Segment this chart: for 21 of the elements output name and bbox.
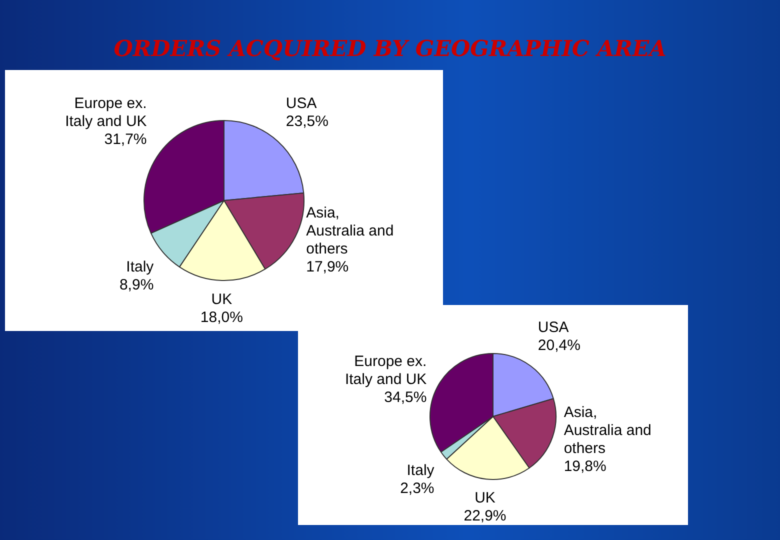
slice-label: Asia, Australia and others (306, 204, 394, 258)
data-label: 2,3% (400, 480, 434, 497)
slice-label: USA (538, 319, 569, 336)
slice-label: Asia, Australia and others (564, 404, 652, 457)
slice-label: UK (474, 490, 496, 507)
slice-label: Europe ex. Italy and UK (65, 95, 147, 130)
data-label: 19,8% (564, 458, 606, 475)
slice-label: Italy (126, 258, 154, 276)
data-label: 34,5% (384, 389, 427, 406)
slice-label: Italy (406, 462, 435, 479)
chart-title: ORDERS ACQUIRED BY GEOGRAPHIC AREA (112, 36, 668, 62)
slice-label: USA (286, 95, 317, 112)
data-label: 23,5% (286, 113, 328, 130)
data-label: 20,4% (538, 337, 580, 354)
data-label: 31,7% (104, 131, 147, 148)
data-label: 8,9% (119, 276, 154, 294)
data-label: 22,9% (464, 508, 506, 525)
data-label: 17,9% (306, 258, 349, 276)
data-label: 18,0% (200, 309, 243, 326)
slice-label: UK (211, 291, 232, 308)
slice-label: Europe ex. Italy and UK (344, 353, 427, 388)
